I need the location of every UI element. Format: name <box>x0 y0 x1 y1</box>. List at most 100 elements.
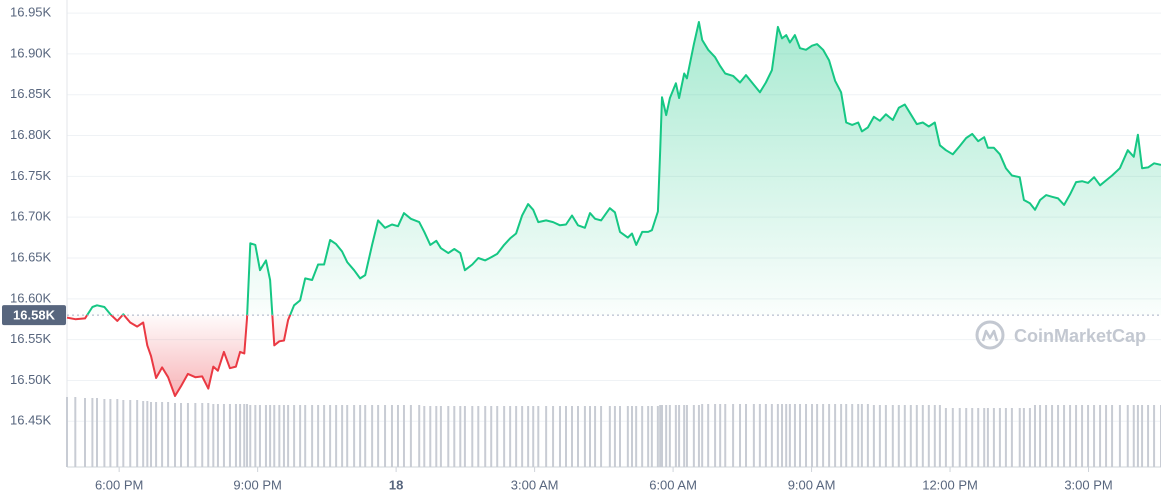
volume-bar <box>390 405 393 467</box>
volume-bar <box>207 403 210 467</box>
volume-bar <box>341 405 344 467</box>
labels: 16.45K 16.50K 16.55K 16.60K 16.65K 16.70K 16.7… <box>2 5 1113 492</box>
volume-bar <box>1039 405 1042 467</box>
volume-bar <box>304 405 307 467</box>
volume-bar <box>816 404 819 467</box>
volume-bar <box>739 404 742 467</box>
volume-bar <box>254 405 257 467</box>
volume-bar <box>1093 405 1096 467</box>
volume-bar <box>1004 408 1007 467</box>
volume-bar <box>150 402 153 467</box>
volume-bar <box>785 404 788 467</box>
volume-bar <box>600 406 603 467</box>
volume-bar <box>1033 405 1036 467</box>
volume-bar <box>155 402 158 467</box>
volume-bar <box>608 406 611 467</box>
y-tick-label: 16.55K <box>10 331 52 346</box>
y-tick-label: 16.80K <box>10 127 52 142</box>
volume-bar <box>96 398 99 467</box>
volume-bar <box>857 404 860 467</box>
x-tick-label: 18 <box>389 477 403 492</box>
volume-bar <box>1081 405 1084 467</box>
volume-bar <box>216 404 219 467</box>
volume-bar <box>552 406 555 467</box>
volume-bar <box>484 406 487 467</box>
volume-bar <box>958 408 961 467</box>
volume-bar <box>776 404 779 467</box>
volume-bar <box>732 404 735 467</box>
volume-bar <box>1099 405 1102 467</box>
volume-bar <box>142 401 145 467</box>
volume-bar <box>793 404 796 467</box>
volume-bar <box>1057 405 1060 467</box>
volume-bar <box>212 404 215 467</box>
volume-bar <box>161 402 164 467</box>
volume-bar <box>1022 408 1025 467</box>
volume-bar <box>992 408 995 467</box>
volume-bar <box>583 406 586 467</box>
volume-bar <box>650 406 653 467</box>
volume-bar <box>897 405 900 467</box>
volume-bar <box>661 405 664 467</box>
volume-bar <box>246 404 249 467</box>
volume-bar <box>965 408 968 467</box>
volume-bar <box>998 408 1001 467</box>
volume-bar <box>558 406 561 467</box>
price-line <box>66 21 1161 397</box>
y-tick-label: 16.50K <box>10 372 52 387</box>
volume-bar <box>944 408 947 467</box>
volume-bar <box>683 405 686 467</box>
volume-bar <box>752 404 755 467</box>
volume-bar <box>685 405 688 467</box>
volume-bar <box>91 398 94 467</box>
volume-bar <box>656 406 659 467</box>
volume-bar <box>447 406 450 467</box>
volume-bar <box>594 406 597 467</box>
volume-bar <box>194 403 197 467</box>
volume-bar <box>1028 408 1031 467</box>
volume-bar <box>745 404 748 467</box>
volume-bar <box>429 406 432 467</box>
volume-bar <box>619 406 622 467</box>
volume-bar <box>692 405 695 467</box>
volume-bar <box>317 405 320 467</box>
volume-bar <box>564 406 567 467</box>
volume-bar <box>234 404 237 467</box>
y-tick-label: 16.95K <box>10 5 52 20</box>
volume-bar <box>136 400 139 467</box>
volume-bar <box>851 404 854 467</box>
volume-bar <box>1010 408 1013 467</box>
volume-bar <box>1075 405 1078 467</box>
volume-bar <box>714 404 717 467</box>
volume-bar <box>799 404 802 467</box>
volume-bar <box>866 404 869 467</box>
volume-bar <box>329 405 332 467</box>
volume-bar <box>977 408 980 467</box>
volume-bar <box>1111 405 1114 467</box>
volume-bar <box>891 405 894 467</box>
volume-bar <box>463 406 466 467</box>
volume-bar <box>909 405 912 467</box>
baseline-label-box <box>2 305 66 326</box>
volume-bar <box>490 406 493 467</box>
volume-bar <box>1141 405 1144 467</box>
volume-bar <box>396 405 399 467</box>
volume-bar <box>282 405 285 467</box>
volume-bar <box>641 406 644 467</box>
volume-bar <box>971 408 974 467</box>
watermark: CoinMarketCap <box>975 320 1146 350</box>
volume-bar <box>311 405 314 467</box>
volume-bar <box>346 405 349 467</box>
volume-bar <box>668 405 671 467</box>
volume-bar <box>860 404 863 467</box>
volume-bar <box>287 405 290 467</box>
volume-bar <box>872 405 875 467</box>
volume-bar <box>453 406 456 467</box>
volume-bar <box>418 405 421 467</box>
volume-bar <box>1018 408 1021 467</box>
volume-bar <box>496 406 499 467</box>
volume-bar <box>613 406 616 467</box>
volume-bar <box>537 406 540 467</box>
volume-bar <box>576 406 579 467</box>
volume-bar <box>545 406 548 467</box>
